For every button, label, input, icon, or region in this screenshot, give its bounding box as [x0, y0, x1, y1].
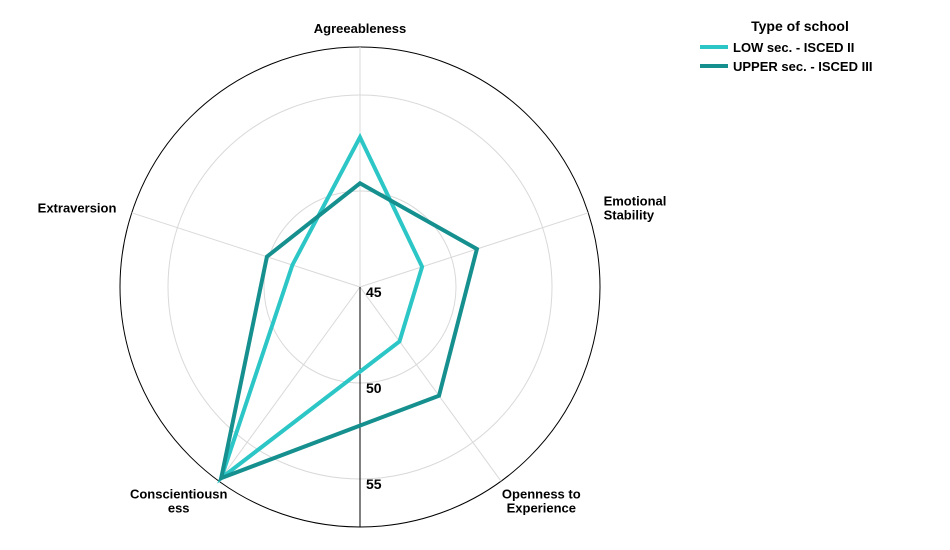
radial-tick-label: 55	[366, 476, 382, 492]
series-line-low-secondary	[217, 132, 425, 484]
axis-label: Emotional Stability	[604, 194, 667, 223]
radar-grid	[119, 46, 601, 528]
axis-labels: Agreeableness Emotional Stability Openness …	[38, 21, 667, 515]
radial-tick-label: 50	[366, 380, 382, 396]
legend-label: LOW sec. - ISCED II	[733, 40, 854, 55]
radial-tick-label: 45	[366, 284, 382, 300]
axis-label: Conscientiousn ess	[130, 486, 228, 515]
axis-label: Agreeableness	[314, 21, 407, 36]
series-line-upper-secondary	[218, 180, 480, 482]
legend-title: Type of school	[751, 18, 849, 34]
legend: Type of school LOW sec. - ISCED II UPPER …	[700, 18, 872, 74]
axis-spoke	[218, 286, 361, 482]
axis-label: Openness to Experience	[502, 486, 581, 515]
axis-label: Extraversion	[38, 201, 117, 216]
radial-tick-labels: 45 50 55	[366, 284, 382, 492]
axis-spoke	[359, 286, 502, 482]
series-lines	[217, 132, 480, 484]
axis-spoke	[359, 212, 589, 288]
axis-spoke	[131, 212, 361, 288]
legend-items: LOW sec. - ISCED II UPPER sec. - ISCED II…	[700, 40, 872, 74]
legend-label: UPPER sec. - ISCED III	[733, 59, 872, 74]
